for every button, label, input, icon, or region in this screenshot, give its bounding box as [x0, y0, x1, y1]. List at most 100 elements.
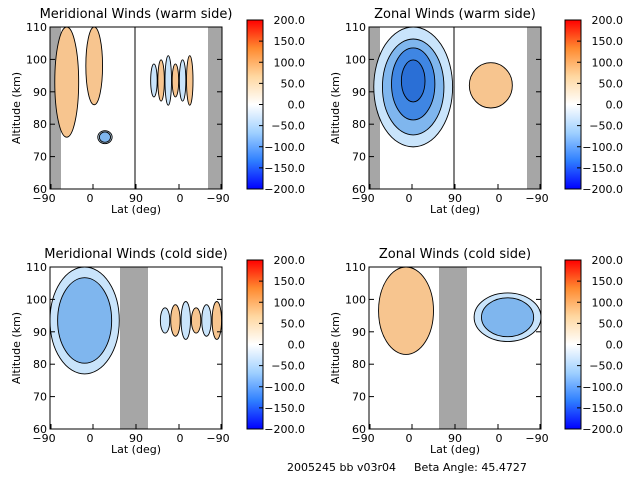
contour-negative — [98, 131, 111, 143]
colorbar-tick-label: −100.0 — [582, 141, 623, 154]
y-tick-label: 110 — [26, 21, 47, 34]
panel-title: Meridional Winds (warm side) — [40, 7, 233, 22]
colorbar-tick-label: 100.0 — [274, 296, 306, 309]
contour-negative — [400, 59, 426, 103]
colorbar-tick-label: 0.0 — [606, 339, 624, 352]
contour-positive — [85, 26, 104, 106]
colorbar-tick-label: −100.0 — [582, 381, 623, 394]
contour-mixed — [164, 55, 172, 106]
colorbar-tick-label: −200.0 — [264, 423, 305, 436]
colorbar-tick-label: 100.0 — [592, 56, 624, 69]
y-tick-label: 70 — [33, 391, 47, 404]
contour-mixed — [201, 304, 212, 337]
y-tick-label: 90 — [352, 86, 366, 99]
colorbar-tick-label: −150.0 — [582, 402, 623, 415]
x-tick-label: 90 — [129, 432, 143, 445]
x-tick-label: 0 — [87, 432, 94, 445]
colorbar-tick-label: −100.0 — [264, 141, 305, 154]
contour-negative — [481, 297, 535, 338]
y-tick-label: 60 — [33, 423, 47, 436]
colorbar-tick-label: −50.0 — [271, 120, 305, 133]
contour-mixed — [171, 63, 180, 98]
panel-title: Zonal Winds (warm side) — [374, 7, 536, 22]
x-tick-label: 0 — [406, 192, 413, 205]
x-tick-label: −90 — [32, 192, 55, 205]
colorbar-tick-label: 200.0 — [274, 14, 306, 27]
y-tick-label: 80 — [352, 358, 366, 371]
panel-4: Zonal Winds (cold side) 60 70 80 90 100 110 Alt… — [329, 247, 623, 456]
colorbar-tick-label: 100.0 — [274, 56, 306, 69]
y-tick-label: 80 — [33, 118, 47, 131]
x-tick-label: 0 — [87, 192, 94, 205]
y-tick-label: 80 — [33, 358, 47, 371]
colorbar-tick-label: 200.0 — [274, 254, 306, 267]
panel-title: Meridional Winds (cold side) — [44, 247, 227, 262]
colorbar-tick-label: 100.0 — [592, 296, 624, 309]
x-tick-label: 0 — [177, 432, 184, 445]
contour-mixed — [150, 63, 158, 98]
y-tick-label: 80 — [352, 118, 366, 131]
colorbar-tick-label: −150.0 — [264, 402, 305, 415]
colorbar-tick-label: 150.0 — [592, 35, 624, 48]
y-tick-label: 100 — [26, 53, 47, 66]
contour-mixed — [170, 304, 181, 337]
colorbar-tick-label: −200.0 — [582, 183, 623, 196]
x-tick-label: 0 — [496, 432, 503, 445]
footer-beta-angle: Beta Angle: 45.4727 — [414, 461, 527, 474]
mask-region — [439, 267, 467, 429]
x-axis-label: Lat (deg) — [430, 203, 480, 216]
colorbar-tick-label: −50.0 — [271, 360, 305, 373]
contour-mixed — [190, 307, 202, 334]
y-tick-label: 70 — [352, 151, 366, 164]
y-tick-label: 100 — [345, 293, 366, 306]
contour-positive — [54, 26, 80, 138]
colorbar-tick-label: 0.0 — [288, 99, 306, 112]
y-tick-label: 110 — [345, 21, 366, 34]
colorbar-tick-label: 50.0 — [599, 77, 624, 90]
x-tick-label: −90 — [351, 192, 374, 205]
x-tick-label: 0 — [406, 432, 413, 445]
colorbar-tick-label: 200.0 — [592, 254, 624, 267]
mask-region — [527, 27, 541, 189]
colorbar-tick-label: 50.0 — [599, 317, 624, 330]
mask-region — [369, 27, 380, 189]
footer-run-id: 2005245 bb v03r04 — [287, 461, 396, 474]
colorbar-tick-label: 50.0 — [281, 77, 306, 90]
x-axis-label: Lat (deg) — [430, 443, 480, 456]
plot-area — [50, 27, 222, 189]
colorbar-tick-label: 50.0 — [281, 317, 306, 330]
y-tick-label: 70 — [352, 391, 366, 404]
panels: Meridional Winds (warm side) 60 70 80 90 100 1… — [10, 7, 623, 456]
y-tick-label: 110 — [26, 261, 47, 274]
y-tick-label: 60 — [352, 423, 366, 436]
colorbar-tick-label: 0.0 — [606, 99, 624, 112]
x-tick-label: 90 — [129, 192, 143, 205]
panel-1: Meridional Winds (warm side) 60 70 80 90 100 1… — [10, 7, 305, 216]
contour-mixed — [157, 59, 165, 102]
x-axis-label: Lat (deg) — [111, 443, 161, 456]
colorbar-tick-label: −100.0 — [264, 381, 305, 394]
y-tick-label: 110 — [345, 261, 366, 274]
x-tick-label: 0 — [177, 192, 184, 205]
y-tick-label: 90 — [33, 86, 47, 99]
colorbar-tick-label: −150.0 — [582, 162, 623, 175]
colorbar-tick-label: 150.0 — [274, 275, 306, 288]
x-tick-label: −90 — [206, 432, 229, 445]
x-tick-label: −90 — [351, 432, 374, 445]
x-axis-label: Lat (deg) — [111, 203, 161, 216]
panel-title: Zonal Winds (cold side) — [379, 247, 531, 262]
colorbar-tick-label: 200.0 — [592, 14, 624, 27]
contour-positive — [468, 62, 513, 109]
contour-mixed — [186, 55, 194, 106]
y-tick-label: 60 — [33, 183, 47, 196]
contour-mixed — [180, 301, 191, 340]
colorbar-tick-label: −150.0 — [264, 162, 305, 175]
x-tick-label: 90 — [448, 192, 462, 205]
x-tick-label: −90 — [206, 192, 229, 205]
y-axis-label: Altitude (km) — [10, 312, 23, 384]
y-axis-label: Altitude (km) — [329, 72, 342, 144]
x-tick-label: −90 — [525, 192, 548, 205]
panel-2: Zonal Winds (warm side) 60 70 80 90 100 110 Alt… — [329, 7, 623, 216]
y-tick-label: 60 — [352, 183, 366, 196]
